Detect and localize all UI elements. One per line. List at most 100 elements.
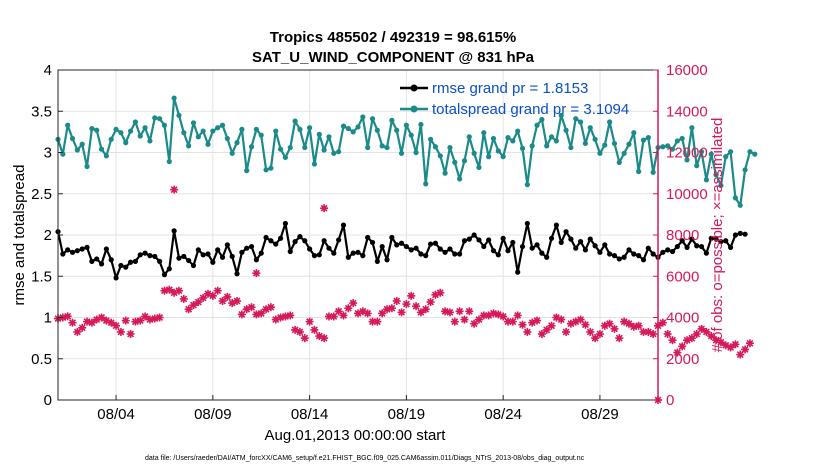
totalspread-point xyxy=(732,195,739,201)
right-tick-label: 10000 xyxy=(666,186,708,203)
right-tick-label: 14000 xyxy=(666,103,708,120)
rmse-point xyxy=(669,248,676,255)
totalspread-point xyxy=(345,125,351,132)
totalspread-series xyxy=(55,95,758,208)
rmse-point xyxy=(302,238,308,244)
totalspread-point xyxy=(660,144,666,150)
rmse-point xyxy=(732,232,739,238)
rmse-point xyxy=(442,249,448,255)
totalspread-point xyxy=(403,122,409,128)
obs-marker xyxy=(533,316,542,325)
totalspread-point xyxy=(258,132,264,138)
totalspread-point xyxy=(636,168,642,175)
totalspread-point xyxy=(592,136,598,142)
totalspread-point xyxy=(490,135,497,142)
obs-marker xyxy=(73,327,82,336)
totalspread-point xyxy=(137,133,143,139)
grid xyxy=(58,70,658,400)
x-tick-label: 08/19 xyxy=(388,406,426,423)
rmse-point xyxy=(727,244,734,250)
obs-marker xyxy=(586,327,595,336)
rmse-point xyxy=(142,250,148,256)
totalspread-point xyxy=(626,141,632,147)
rmse-point xyxy=(636,253,642,259)
obs-marker xyxy=(373,317,382,326)
obs-marker xyxy=(295,327,304,336)
totalspread-point xyxy=(297,126,303,132)
rmse-point xyxy=(703,250,709,256)
obs-marker-outlier xyxy=(320,204,329,213)
rmse-point xyxy=(698,243,705,250)
rmse-point xyxy=(132,258,139,264)
rmse-point xyxy=(660,249,666,255)
totalspread-point xyxy=(302,144,308,151)
totalspread-point xyxy=(471,150,477,156)
rmse-point xyxy=(524,220,530,227)
obs-marker-outlier xyxy=(170,185,179,194)
totalspread-point xyxy=(408,132,414,138)
totalspread-point xyxy=(355,124,361,130)
totalspread-point xyxy=(568,144,574,151)
totalspread-point xyxy=(142,125,148,131)
totalspread-point xyxy=(423,181,429,187)
obs-marker xyxy=(97,313,106,322)
obs-marker xyxy=(450,317,459,326)
totalspread-point xyxy=(616,159,622,165)
obs-marker xyxy=(610,324,619,333)
obs-marker xyxy=(542,325,551,334)
obs-marker xyxy=(126,330,135,338)
totalspread-point xyxy=(461,158,468,164)
obs-marker xyxy=(484,311,493,320)
totalspread-point xyxy=(587,125,593,131)
totalspread-point xyxy=(340,123,347,129)
rmse-point xyxy=(616,256,622,262)
rmse-point xyxy=(403,243,409,250)
obs-marker xyxy=(213,286,222,295)
rmse-point xyxy=(190,262,197,269)
left-tick-label: 2.5 xyxy=(31,186,52,203)
rmse-point xyxy=(694,243,700,249)
rmse-point xyxy=(374,258,380,264)
totalspread-point xyxy=(689,125,695,131)
totalspread-point xyxy=(669,146,676,152)
rmse-point xyxy=(621,254,627,260)
rmse-point xyxy=(369,239,376,246)
totalspread-point xyxy=(611,140,618,147)
rmse-point xyxy=(108,257,114,263)
totalspread-point xyxy=(273,128,279,134)
obs-marker xyxy=(68,318,77,327)
totalspread-point xyxy=(127,128,134,134)
obs-marker xyxy=(237,310,246,319)
rmse-point xyxy=(626,247,632,253)
totalspread-point xyxy=(389,117,395,123)
obs-marker xyxy=(513,311,522,320)
obs-marker xyxy=(741,345,750,354)
rmse-point xyxy=(224,242,230,248)
legend: rmse grand pr = 1.8153 totalspread grand… xyxy=(400,80,629,118)
totalspread-point xyxy=(292,118,298,124)
totalspread-point xyxy=(263,167,269,173)
obs-marker xyxy=(687,334,696,343)
rmse-point xyxy=(181,253,187,260)
rmse-point xyxy=(268,238,274,244)
rmse-point xyxy=(495,252,501,258)
obs-marker xyxy=(508,317,517,326)
totalspread-point xyxy=(621,150,627,156)
obs-marker xyxy=(692,330,701,338)
left-tick-label: 1 xyxy=(44,310,52,327)
rmse-point xyxy=(534,242,540,248)
obs-marker xyxy=(518,320,527,329)
obs-marker xyxy=(116,327,125,336)
obs-marker xyxy=(179,294,188,303)
x-tick-label: 08/14 xyxy=(291,406,329,423)
obs-marker xyxy=(247,303,256,312)
obs-marker xyxy=(141,312,150,321)
totalspread-point xyxy=(210,128,216,134)
rmse-point xyxy=(548,235,555,241)
totalspread-point xyxy=(108,136,114,142)
rmse-point xyxy=(84,244,90,250)
left-tick-label: 3 xyxy=(44,145,52,162)
rmse-point xyxy=(737,230,743,236)
rmse-point xyxy=(171,228,177,234)
totalspread-point xyxy=(519,145,526,151)
